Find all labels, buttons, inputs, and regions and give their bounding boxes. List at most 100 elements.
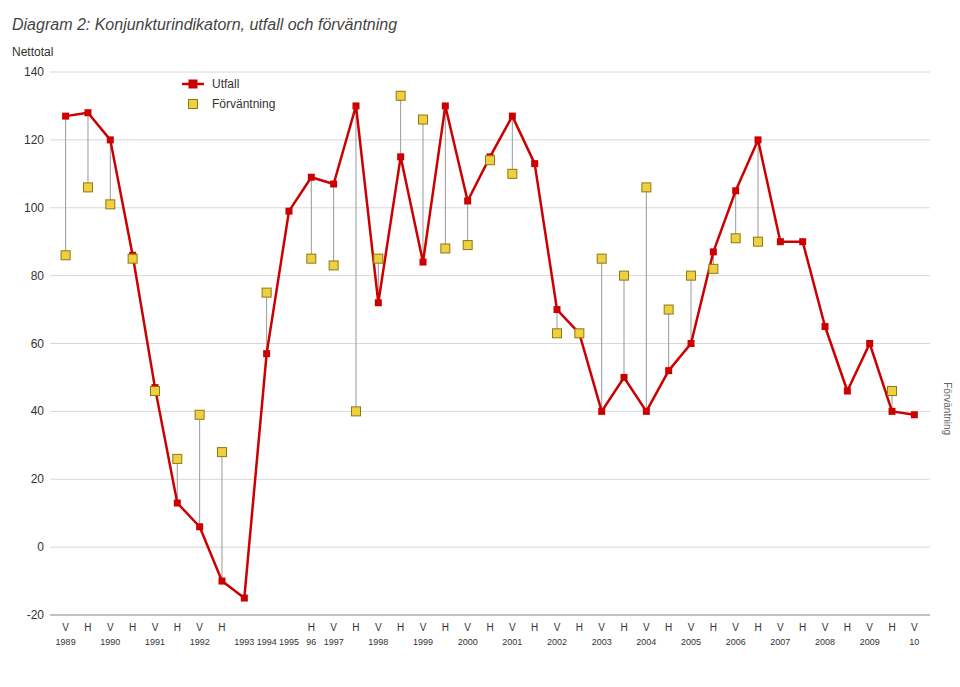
- plot-area: [61, 91, 918, 601]
- chart: Diagram 2: Konjunkturindikatorn, utfall …: [0, 0, 960, 687]
- connector: [422, 120, 423, 263]
- marker: [576, 330, 583, 337]
- connector: [400, 96, 401, 157]
- grid-line: [50, 615, 930, 616]
- marker: [665, 367, 672, 374]
- x-tick-label: H: [754, 622, 761, 633]
- marker: [643, 408, 650, 415]
- x-group-label: 1998: [368, 637, 388, 647]
- x-group-label: 2003: [592, 637, 612, 647]
- marker: [888, 387, 897, 396]
- x-group-label: 1999: [413, 637, 433, 647]
- marker: [396, 91, 405, 100]
- connector: [110, 140, 111, 204]
- marker: [911, 411, 918, 418]
- connector: [691, 276, 692, 344]
- x-tick-label: H: [844, 622, 851, 633]
- x-tick-label: V: [62, 622, 69, 633]
- x-group-label: 1991: [145, 637, 165, 647]
- marker: [620, 271, 629, 280]
- connector: [646, 187, 647, 411]
- y-tick-label: 120: [24, 133, 44, 147]
- marker: [597, 254, 606, 263]
- x-group-label: 2004: [636, 637, 656, 647]
- marker: [419, 259, 426, 266]
- marker: [575, 329, 584, 338]
- x-tick-label: V: [375, 622, 382, 633]
- grid-line: [50, 139, 930, 140]
- legend-item: Förväntning: [189, 97, 276, 111]
- x-tick-label: V: [107, 622, 114, 633]
- marker: [128, 254, 137, 263]
- x-group-label: 96: [306, 637, 316, 647]
- x-group-label: 1989: [56, 637, 76, 647]
- marker: [83, 183, 92, 192]
- marker: [218, 578, 225, 585]
- x-tick-label: H: [84, 622, 91, 633]
- connector: [624, 276, 625, 378]
- marker: [418, 115, 427, 124]
- marker: [463, 241, 472, 250]
- connector: [311, 177, 312, 258]
- line: [66, 106, 915, 598]
- x-tick-label: V: [911, 622, 918, 633]
- marker: [285, 208, 292, 215]
- marker: [598, 408, 605, 415]
- y-tick-label: 60: [31, 337, 45, 351]
- connector: [199, 415, 200, 527]
- y-tick-label: 140: [24, 65, 44, 79]
- marker: [710, 248, 717, 255]
- marker: [329, 261, 338, 270]
- marker: [889, 408, 896, 415]
- marker: [262, 288, 271, 297]
- legend-swatch: [189, 80, 198, 89]
- x-tick-label: V: [152, 622, 159, 633]
- connector: [65, 116, 66, 255]
- marker: [330, 180, 337, 187]
- marker: [352, 102, 359, 109]
- x-tick-label: H: [308, 622, 315, 633]
- connector: [758, 140, 759, 242]
- x-group-label: 2005: [681, 637, 701, 647]
- x-tick-label: H: [620, 622, 627, 633]
- x-group-label: 1994: [257, 637, 277, 647]
- x-tick-label: H: [888, 622, 895, 633]
- marker: [731, 234, 740, 243]
- connector: [355, 106, 356, 411]
- marker: [464, 197, 471, 204]
- x-group-label: 2007: [770, 637, 790, 647]
- x-tick-label: H: [576, 622, 583, 633]
- y-tick-label: 80: [31, 269, 45, 283]
- x-tick-label: V: [598, 622, 605, 633]
- connector: [512, 116, 513, 174]
- marker: [755, 136, 762, 143]
- x-tick-label: H: [799, 622, 806, 633]
- x-tick-label: H: [531, 622, 538, 633]
- marker: [374, 254, 383, 263]
- marker: [509, 113, 516, 120]
- legend-label: Förväntning: [212, 97, 275, 111]
- marker: [61, 251, 70, 260]
- marker: [553, 329, 562, 338]
- x-group-label: 1990: [100, 637, 120, 647]
- marker: [174, 500, 181, 507]
- grid-line: [50, 343, 930, 344]
- x-tick-label: V: [822, 622, 829, 633]
- marker: [642, 183, 651, 192]
- x-group-label: 2000: [458, 637, 478, 647]
- y-tick-label: 20: [31, 472, 45, 486]
- marker: [307, 254, 316, 263]
- x-tick-label: H: [129, 622, 136, 633]
- x-group-label: 2009: [860, 637, 880, 647]
- x-group-label: 2001: [502, 637, 522, 647]
- marker: [844, 388, 851, 395]
- legend-swatch: [189, 100, 198, 109]
- x-tick-label: V: [196, 622, 203, 633]
- marker: [822, 323, 829, 330]
- marker: [531, 160, 538, 167]
- grid: [50, 72, 930, 615]
- legend-item: Utfall: [182, 77, 239, 91]
- x-group-label: 1992: [190, 637, 210, 647]
- marker: [375, 299, 382, 306]
- marker: [62, 113, 69, 120]
